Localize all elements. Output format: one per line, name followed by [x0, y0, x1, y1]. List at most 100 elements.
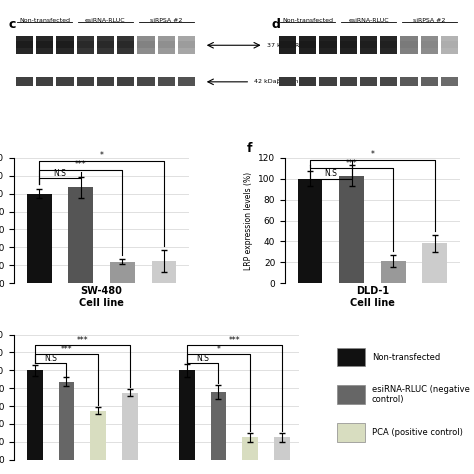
Bar [16, 36, 33, 55]
Text: ***: *** [75, 160, 87, 169]
Bar [441, 41, 458, 48]
Bar [360, 41, 377, 48]
Bar [36, 41, 53, 48]
Text: ***: *** [61, 345, 72, 354]
Bar [137, 36, 155, 55]
Bar [97, 41, 114, 48]
Text: *: * [100, 151, 103, 160]
Text: siRPSA #2: siRPSA #2 [413, 18, 446, 23]
Text: *: * [371, 150, 374, 159]
Bar [178, 77, 195, 86]
Text: Non-transfected: Non-transfected [372, 353, 440, 362]
Bar [179, 370, 195, 460]
Bar [319, 77, 337, 86]
Text: N.S: N.S [324, 169, 337, 178]
Y-axis label: LRP expression levels (%): LRP expression levels (%) [244, 172, 253, 270]
Bar [380, 77, 398, 86]
Bar [299, 36, 316, 55]
Text: Non-transfected: Non-transfected [282, 18, 333, 23]
Bar [422, 244, 447, 283]
Bar [117, 41, 134, 48]
Bar [76, 41, 94, 48]
Bar [279, 77, 296, 86]
Bar [360, 36, 377, 55]
Bar [380, 36, 398, 55]
Text: ***: *** [228, 336, 240, 345]
Bar [210, 392, 227, 460]
Bar [27, 194, 52, 283]
Bar [298, 179, 322, 283]
Bar [441, 36, 458, 55]
FancyBboxPatch shape [337, 423, 365, 442]
Bar [117, 36, 134, 55]
Text: d: d [271, 18, 280, 31]
Text: PCA (positive control): PCA (positive control) [372, 428, 463, 437]
Bar [56, 77, 73, 86]
Bar [299, 77, 316, 86]
Text: N.S: N.S [44, 354, 57, 363]
Bar [340, 77, 357, 86]
Bar [339, 176, 364, 283]
Text: ***: *** [76, 336, 88, 345]
Text: ***: *** [346, 159, 357, 168]
Bar [36, 77, 53, 86]
Text: N.S: N.S [54, 169, 66, 178]
Bar [319, 36, 337, 55]
Bar [152, 261, 176, 283]
Bar [279, 41, 296, 48]
Bar [319, 41, 337, 48]
Bar [158, 41, 175, 48]
Bar [340, 36, 357, 55]
Bar [56, 41, 73, 48]
Bar [36, 36, 53, 55]
Bar [401, 36, 418, 55]
Text: Non-transfected: Non-transfected [19, 18, 70, 23]
Bar [242, 438, 258, 460]
Bar [340, 41, 357, 48]
X-axis label: SW-480
Cell line: SW-480 Cell line [79, 286, 124, 308]
Bar [178, 36, 195, 55]
FancyBboxPatch shape [337, 348, 365, 366]
Text: c: c [8, 18, 16, 31]
Bar [421, 41, 438, 48]
Text: 42 kDaβ-actin: 42 kDaβ-actin [254, 79, 298, 84]
Bar [16, 77, 33, 86]
Bar [299, 41, 316, 48]
Bar [401, 77, 418, 86]
Bar [137, 77, 155, 86]
Bar [97, 36, 114, 55]
Bar [381, 261, 406, 283]
Bar [158, 36, 175, 55]
Bar [360, 77, 377, 86]
Bar [421, 77, 438, 86]
Bar [59, 382, 74, 460]
Text: *: * [217, 345, 220, 354]
Bar [274, 438, 290, 460]
Bar [441, 77, 458, 86]
FancyBboxPatch shape [337, 385, 365, 404]
Bar [90, 410, 106, 460]
Text: N.S: N.S [196, 354, 209, 363]
Bar [122, 392, 138, 460]
Text: 37 kDa LRP: 37 kDa LRP [267, 43, 303, 48]
Bar [279, 36, 296, 55]
Bar [76, 36, 94, 55]
Bar [27, 370, 43, 460]
Text: esiRNA-RLUC (negative
control): esiRNA-RLUC (negative control) [372, 385, 470, 404]
Text: f: f [246, 142, 252, 155]
X-axis label: DLD-1
Cell line: DLD-1 Cell line [350, 286, 395, 308]
Text: siRPSA #2: siRPSA #2 [150, 18, 182, 23]
Bar [110, 262, 135, 283]
Bar [178, 41, 195, 48]
Bar [68, 187, 93, 283]
Bar [380, 41, 398, 48]
Bar [16, 41, 33, 48]
Bar [97, 77, 114, 86]
Text: esiRNA-RLUC: esiRNA-RLUC [85, 18, 126, 23]
Bar [158, 77, 175, 86]
Bar [401, 41, 418, 48]
Bar [421, 36, 438, 55]
Bar [117, 77, 134, 86]
Bar [137, 41, 155, 48]
Bar [56, 36, 73, 55]
